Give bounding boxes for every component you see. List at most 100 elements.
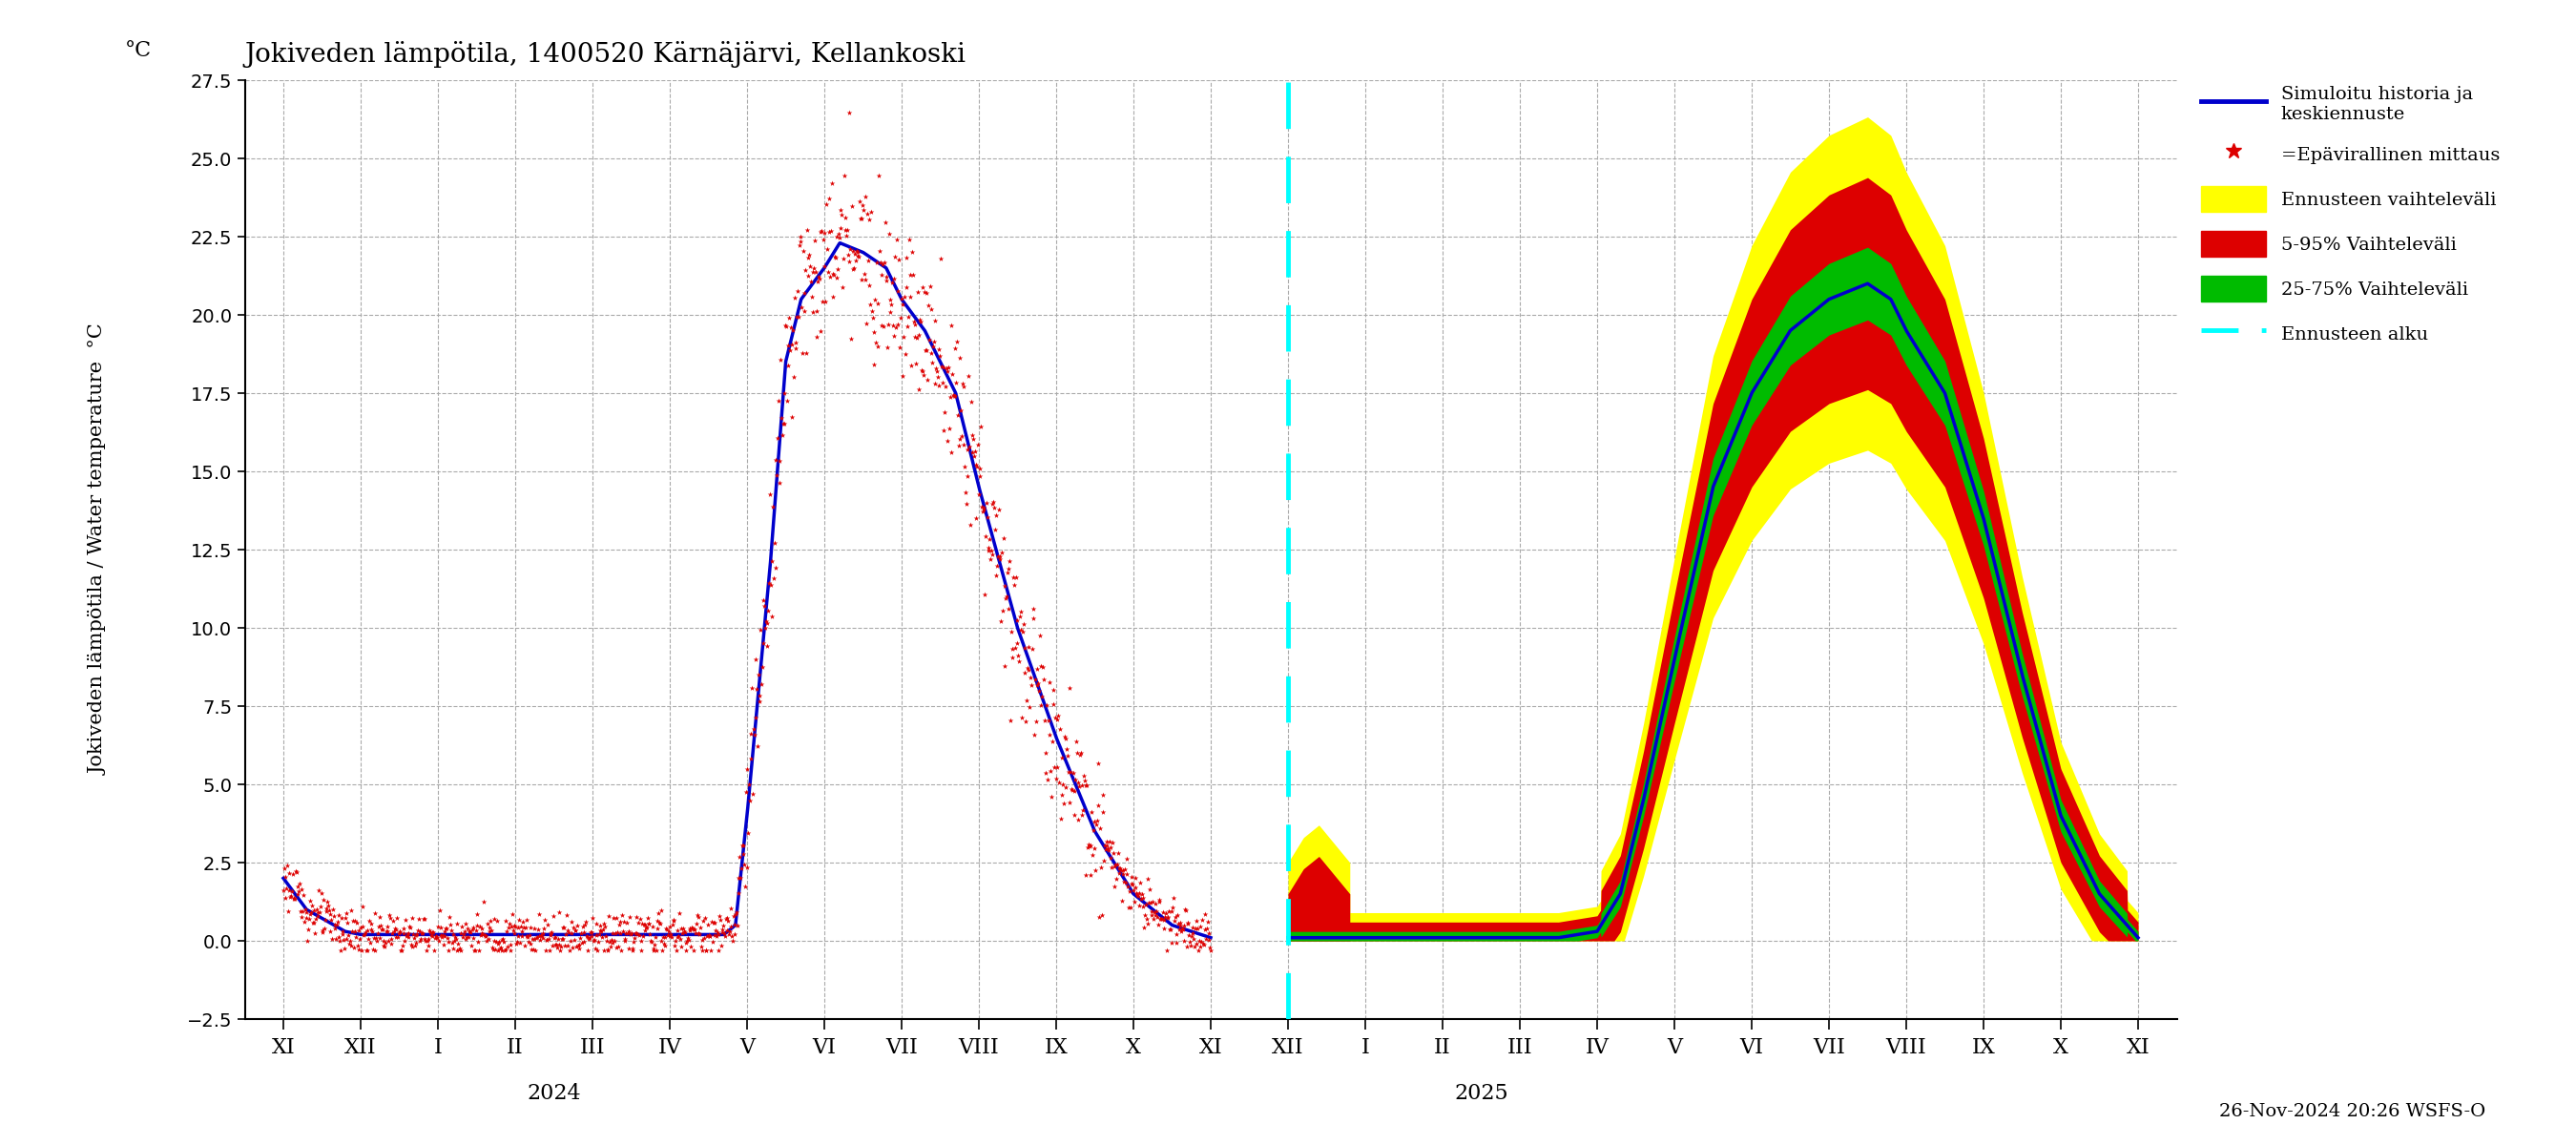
Point xyxy=(330,935,371,954)
Point xyxy=(374,911,415,930)
Point xyxy=(435,930,477,948)
Point xyxy=(708,925,750,943)
Point xyxy=(914,374,956,393)
Point xyxy=(817,228,858,246)
Point xyxy=(902,278,943,297)
Point xyxy=(961,498,1002,516)
Point xyxy=(1069,836,1110,854)
Point xyxy=(811,174,853,192)
Point xyxy=(461,925,502,943)
Point xyxy=(474,932,515,950)
Point xyxy=(855,254,896,273)
Point xyxy=(667,932,708,950)
Point xyxy=(443,922,484,940)
Point xyxy=(317,915,358,933)
Point xyxy=(680,925,721,943)
Point xyxy=(1028,771,1069,789)
Point xyxy=(1082,803,1123,821)
Point xyxy=(438,939,479,957)
Point xyxy=(392,935,433,954)
Point xyxy=(1012,640,1054,658)
Point xyxy=(930,387,971,405)
Point xyxy=(301,884,343,902)
Point xyxy=(1054,764,1095,782)
Point xyxy=(556,938,598,956)
Point xyxy=(577,933,618,951)
Point xyxy=(1059,777,1100,796)
Point xyxy=(273,866,314,884)
Point xyxy=(971,545,1012,563)
Point xyxy=(528,941,569,960)
Point xyxy=(1092,844,1133,862)
Point xyxy=(580,925,621,943)
Point xyxy=(755,559,796,577)
Point xyxy=(889,266,930,284)
Point xyxy=(1175,937,1216,955)
Point xyxy=(265,879,307,898)
Point xyxy=(567,941,608,960)
Point xyxy=(819,224,860,243)
Point xyxy=(649,922,690,940)
Point xyxy=(765,392,806,410)
Point xyxy=(407,931,448,949)
Point xyxy=(1054,771,1095,789)
Point xyxy=(824,166,866,184)
Point xyxy=(770,318,811,337)
Point xyxy=(1010,676,1051,694)
Point xyxy=(1164,901,1206,919)
Point xyxy=(974,520,1015,538)
Point xyxy=(850,203,891,221)
Text: 2025: 2025 xyxy=(1455,1083,1507,1104)
Point xyxy=(927,432,969,450)
Point xyxy=(1090,848,1131,867)
Point xyxy=(956,510,997,528)
Point xyxy=(1144,910,1185,929)
Point xyxy=(804,223,845,242)
Point xyxy=(425,919,466,938)
Point xyxy=(1108,899,1149,917)
Point xyxy=(294,901,335,919)
Point xyxy=(951,393,992,411)
Point xyxy=(554,918,595,937)
Point xyxy=(531,923,572,941)
Point xyxy=(1036,758,1077,776)
Point xyxy=(536,935,577,954)
Point xyxy=(461,919,502,938)
Point xyxy=(948,467,989,485)
Point xyxy=(268,902,309,921)
Point xyxy=(832,197,873,215)
Point xyxy=(330,937,371,955)
Point xyxy=(1151,902,1193,921)
Point xyxy=(884,345,925,363)
Point xyxy=(752,608,793,626)
Point xyxy=(938,429,979,448)
Point xyxy=(587,931,629,949)
Point xyxy=(600,913,641,931)
Point xyxy=(641,941,683,960)
Point xyxy=(1162,919,1203,938)
Point xyxy=(819,219,860,237)
Point xyxy=(422,935,464,954)
Point xyxy=(474,910,515,929)
Point xyxy=(667,930,708,948)
Point xyxy=(1020,696,1061,714)
Point xyxy=(440,941,482,960)
Point xyxy=(567,926,608,945)
Point xyxy=(585,926,626,945)
Point xyxy=(688,926,729,945)
Point xyxy=(626,918,667,937)
Point xyxy=(1095,878,1136,897)
Point xyxy=(659,938,701,956)
Point xyxy=(562,917,603,935)
Point xyxy=(1018,674,1059,693)
Point xyxy=(1061,743,1103,761)
Point xyxy=(559,935,600,954)
Point xyxy=(670,921,711,939)
Point xyxy=(340,941,381,960)
Point xyxy=(1146,941,1188,960)
Point xyxy=(999,621,1041,639)
Point xyxy=(340,918,381,937)
Point xyxy=(917,368,958,386)
Point xyxy=(484,933,526,951)
Point xyxy=(1012,600,1054,618)
